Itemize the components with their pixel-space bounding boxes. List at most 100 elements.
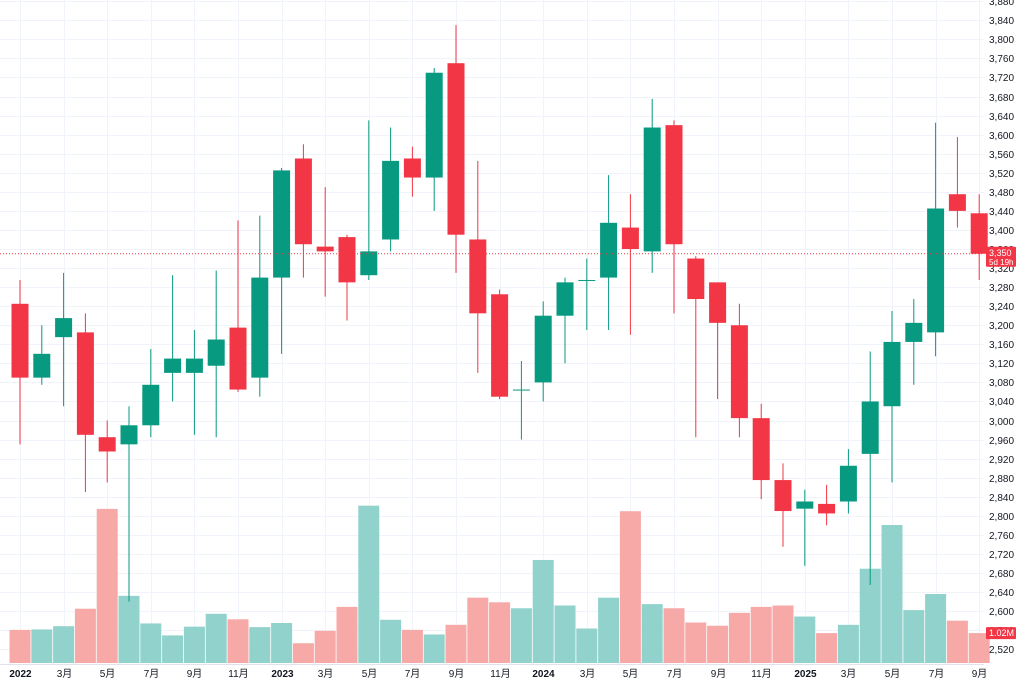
candle-body <box>818 503 836 514</box>
volume-bar <box>881 525 903 663</box>
last-price-badge-bg <box>986 246 1016 267</box>
candle <box>512 360 530 440</box>
candle-body <box>861 401 879 454</box>
x-tick-label: 9月 <box>449 668 465 680</box>
y-tick-label: 2,880 <box>989 474 1014 485</box>
volume-bar <box>53 626 75 663</box>
volume-badge-bg <box>986 627 1016 640</box>
candle <box>970 194 988 280</box>
last-price-label: 3,350 <box>989 248 1012 258</box>
candle-body <box>229 327 247 390</box>
x-tick-label: 9月 <box>972 668 988 680</box>
candle <box>185 330 203 435</box>
y-tick-label: 3,080 <box>989 378 1014 389</box>
x-tick-label: 2022 <box>9 669 32 680</box>
y-tick-label: 3,880 <box>989 0 1014 8</box>
candle <box>491 289 509 400</box>
x-tick-label: 7月 <box>144 668 160 680</box>
candle-body <box>643 127 661 252</box>
candle <box>403 146 421 197</box>
volume-bar <box>74 608 96 663</box>
candle <box>164 275 182 402</box>
volume-bar <box>946 620 968 663</box>
volume-bar <box>772 605 794 663</box>
candle <box>294 144 312 278</box>
volume-bar <box>96 508 118 663</box>
candle <box>665 120 683 314</box>
volume-bar <box>859 568 881 663</box>
volume-bar <box>467 597 489 663</box>
candle-body <box>883 341 901 407</box>
candle <box>948 137 966 228</box>
price-axis[interactable]: 2,5202,5602,6002,6402,6802,7202,7602,800… <box>989 0 1014 656</box>
candle <box>76 313 94 492</box>
candle <box>338 234 356 321</box>
candle <box>752 403 770 500</box>
candle-body <box>534 315 552 383</box>
volume-bar <box>162 635 184 663</box>
candle-body <box>11 303 29 378</box>
y-tick-label: 2,800 <box>989 512 1014 523</box>
candle <box>687 256 705 438</box>
x-tick-label: 5月 <box>623 668 639 680</box>
y-tick-label: 2,640 <box>989 588 1014 599</box>
candle <box>447 25 465 273</box>
candle <box>273 168 291 354</box>
volume-bar <box>619 511 641 663</box>
x-tick-label: 3月 <box>318 668 334 680</box>
volume-bar <box>598 597 620 663</box>
volume-bar <box>118 595 140 663</box>
x-tick-label: 7月 <box>667 668 683 680</box>
volume-bar <box>968 633 990 663</box>
y-tick-label: 2,680 <box>989 569 1014 580</box>
volume-bar <box>925 594 947 663</box>
x-tick-label: 7月 <box>929 668 945 680</box>
y-tick-label: 3,720 <box>989 73 1014 84</box>
candle <box>905 299 923 385</box>
candle-body <box>316 246 334 252</box>
y-tick-label: 2,920 <box>989 455 1014 466</box>
volume-bar <box>314 630 336 663</box>
candle <box>207 270 225 438</box>
volume-bar <box>31 629 53 663</box>
x-tick-label: 2024 <box>532 669 555 680</box>
candle <box>98 420 116 483</box>
candle <box>927 122 945 357</box>
volume-bar <box>271 622 293 663</box>
y-tick-label: 3,520 <box>989 169 1014 180</box>
volume-bar <box>510 608 532 663</box>
candle <box>883 310 901 483</box>
volume-bar <box>445 624 467 663</box>
volume-bar <box>663 608 685 663</box>
volume-bar <box>532 559 554 663</box>
candle-body <box>469 239 487 314</box>
candle <box>425 67 443 211</box>
candle <box>33 325 51 385</box>
candle-body <box>687 258 705 300</box>
candle-body <box>665 125 683 245</box>
x-tick-label: 11月 <box>228 668 248 680</box>
candle <box>382 127 400 252</box>
volume-bar <box>423 634 445 663</box>
volume-bar <box>292 643 314 663</box>
candles <box>11 25 988 602</box>
candle-body <box>294 158 312 245</box>
candle-body <box>33 353 51 378</box>
y-tick-label: 3,120 <box>989 359 1014 370</box>
candle <box>229 220 247 392</box>
volume-bar <box>183 626 205 663</box>
candle-body <box>752 418 770 481</box>
candle-body <box>512 389 530 391</box>
y-tick-label: 3,440 <box>989 207 1014 218</box>
candle-body <box>251 277 269 378</box>
x-tick-label: 11月 <box>490 668 510 680</box>
x-tick-label: 9月 <box>711 668 727 680</box>
candle-body <box>447 63 465 235</box>
candle-body <box>185 358 203 373</box>
volume-bar <box>576 628 598 663</box>
volume-bar <box>728 612 750 663</box>
time-axis[interactable]: 2022 3月 5月 7月 9月 11月 2023 3月 5月 7月 9月 11月 2024 3月 5月 7月… <box>0 664 988 681</box>
candle <box>796 489 814 566</box>
candle <box>774 463 792 547</box>
